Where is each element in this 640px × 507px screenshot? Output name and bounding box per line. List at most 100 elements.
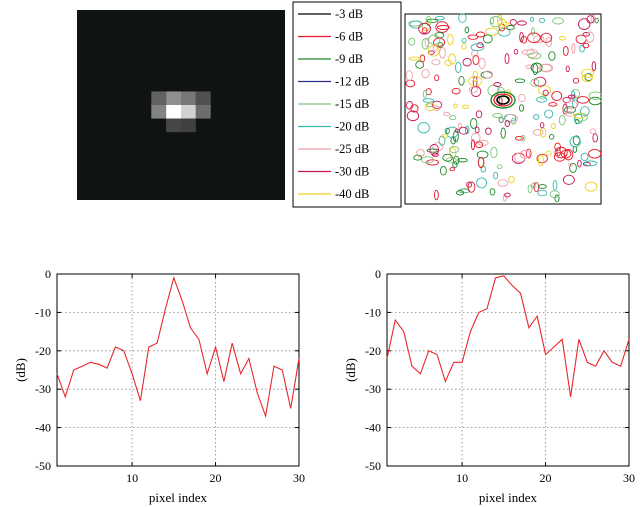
- contour-ring: [413, 154, 423, 161]
- x-tick-label: 20: [540, 471, 552, 485]
- contour-ring: [527, 52, 542, 60]
- contour-ring: [514, 78, 526, 84]
- contour-ring: [544, 109, 554, 119]
- contour-ring: [584, 181, 598, 192]
- contour-ring: [443, 111, 451, 117]
- contour-ring: [449, 167, 455, 172]
- contour-ring: [452, 155, 460, 165]
- contour-ring: [565, 111, 575, 117]
- contour-ring: [429, 143, 440, 156]
- contour-ring: [548, 51, 556, 61]
- contour-ring: [548, 102, 558, 107]
- contour-ring: [405, 101, 414, 110]
- psf-cell: [151, 91, 167, 105]
- contour-ring: [476, 177, 488, 189]
- contour-ring: [497, 179, 509, 187]
- x-tick-label: 20: [210, 471, 222, 485]
- contour-ring: [431, 100, 443, 109]
- contour-ring: [477, 156, 485, 169]
- psf-cell: [166, 118, 181, 133]
- y-tick-label: -30: [365, 382, 381, 396]
- contour-ring: [490, 91, 516, 109]
- contour-ring: [474, 126, 480, 134]
- contour-ring: [409, 20, 423, 29]
- contour-ring: [431, 152, 439, 157]
- contour-ring: [484, 27, 499, 36]
- contour-ring: [467, 181, 476, 193]
- contour-ring: [421, 27, 428, 34]
- contour-ring: [500, 127, 506, 139]
- contour-ring: [427, 50, 435, 55]
- psf-cell: [181, 105, 196, 119]
- contour-ring: [508, 175, 515, 184]
- plot-frame: [386, 273, 630, 467]
- contour-ring: [417, 121, 430, 134]
- contour-ring: [549, 133, 555, 140]
- contour-ring: [538, 184, 547, 189]
- contour-ring: [569, 162, 577, 173]
- contour-ring: [554, 194, 560, 203]
- series-line: [386, 275, 630, 397]
- contour-ring: [421, 156, 435, 164]
- contour-ring: [554, 142, 561, 152]
- contour-ring: [583, 160, 598, 167]
- contour-ring: [434, 74, 440, 82]
- contour-ring: [533, 113, 540, 120]
- contour-ring: [589, 128, 597, 135]
- y-tick-label: -50: [365, 459, 381, 473]
- contour-ring: [492, 113, 503, 118]
- contour-ring: [405, 70, 413, 81]
- contour-ring: [532, 63, 539, 75]
- contour-ring: [410, 104, 419, 113]
- legend-label: -20 dB: [335, 120, 369, 134]
- contour-ring: [537, 189, 548, 197]
- contour-ring: [422, 89, 427, 99]
- y-tick-label: 0: [45, 267, 51, 281]
- contour-ring: [591, 61, 597, 72]
- contour-ring: [489, 188, 496, 196]
- contour-ring: [490, 146, 498, 159]
- psf-cell: [151, 105, 167, 119]
- contour-ring: [458, 13, 467, 23]
- contour-ring: [439, 47, 446, 59]
- legend-label: -12 dB: [335, 75, 369, 89]
- contour-ring: [426, 159, 439, 166]
- legend-label: -6 dB: [335, 30, 363, 44]
- contour-ring: [513, 48, 519, 55]
- contour-ring: [482, 34, 493, 44]
- contour-ring: [416, 148, 425, 158]
- y-tick-label: -20: [35, 344, 51, 358]
- contour-ring: [493, 93, 513, 107]
- contour-ring: [588, 96, 602, 106]
- contour-ring: [464, 125, 470, 135]
- contour-ring: [519, 149, 531, 159]
- contour-ring: [565, 65, 570, 73]
- contour-ring: [444, 127, 450, 135]
- contour-ring: [573, 113, 583, 124]
- contour-ring: [437, 41, 444, 49]
- psf-cell: [181, 118, 196, 133]
- contour-ring: [565, 100, 578, 110]
- legend-label: -9 dB: [335, 52, 363, 66]
- contour-ring: [586, 15, 595, 24]
- contour-ring: [572, 145, 578, 153]
- legend-label: -15 dB: [335, 97, 369, 111]
- contour-ring: [552, 17, 564, 25]
- contour-ring: [518, 93, 526, 103]
- contour-ring: [437, 25, 450, 30]
- contour-ring: [426, 18, 439, 23]
- contour-ring: [579, 44, 585, 53]
- contour-ring: [441, 133, 448, 139]
- contour-ring: [551, 90, 563, 102]
- contour-ring: [496, 95, 510, 105]
- contour-ring: [468, 86, 479, 93]
- contour-ring: [434, 15, 445, 21]
- contour-ring: [545, 150, 552, 156]
- legend-label: -40 dB: [335, 187, 369, 201]
- contour-ring: [514, 135, 524, 141]
- contour-ring: [581, 73, 593, 83]
- y-axis-label: (dB): [343, 358, 358, 382]
- contour-ring: [452, 130, 459, 143]
- contour-ring: [562, 45, 569, 57]
